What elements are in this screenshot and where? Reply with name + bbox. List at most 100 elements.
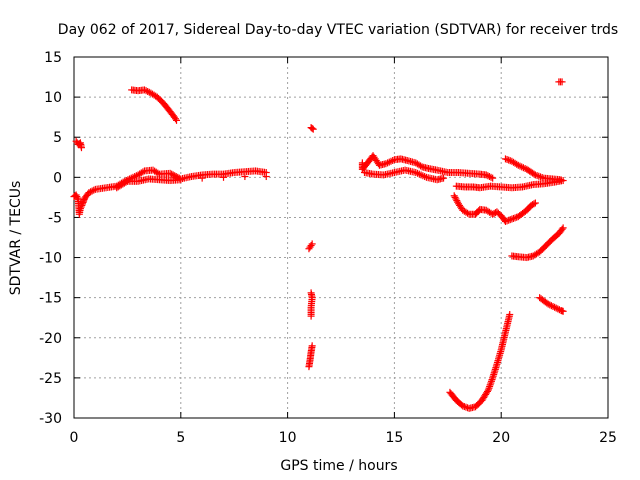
data-point bbox=[452, 195, 460, 203]
plot-frame bbox=[73, 56, 609, 419]
data-point bbox=[487, 377, 495, 385]
data-point bbox=[90, 186, 98, 194]
data-point bbox=[508, 215, 516, 223]
data-point bbox=[440, 174, 448, 182]
y-tick-label: -5 bbox=[48, 210, 62, 226]
data-point bbox=[389, 156, 397, 164]
data-point bbox=[518, 163, 526, 171]
data-point bbox=[558, 78, 566, 86]
data-point bbox=[451, 193, 459, 201]
x-tick-label: 25 bbox=[599, 430, 617, 446]
data-point bbox=[171, 115, 179, 123]
grid bbox=[74, 57, 608, 418]
data-point bbox=[506, 157, 514, 165]
data-point bbox=[484, 386, 492, 394]
data-point bbox=[535, 172, 543, 180]
data-point bbox=[309, 125, 317, 133]
data-point bbox=[308, 342, 316, 350]
data-point bbox=[519, 164, 527, 172]
data-point bbox=[538, 173, 546, 181]
data-point bbox=[482, 171, 490, 179]
data-point bbox=[241, 173, 249, 181]
y-tick-label: 0 bbox=[53, 170, 62, 186]
data-point bbox=[506, 311, 514, 319]
data-point bbox=[514, 161, 522, 169]
data-point bbox=[142, 87, 150, 95]
data-point bbox=[77, 144, 85, 152]
data-point bbox=[168, 170, 176, 178]
data-point bbox=[544, 300, 552, 308]
data-point bbox=[453, 197, 461, 205]
data-point bbox=[417, 162, 425, 170]
x-axis-label: GPS time / hours bbox=[280, 458, 397, 474]
data-point bbox=[484, 172, 492, 180]
data-point bbox=[511, 214, 519, 222]
data-point bbox=[171, 172, 179, 180]
data-point bbox=[547, 302, 555, 310]
data-point bbox=[382, 160, 390, 168]
data-point bbox=[88, 187, 96, 195]
data-point bbox=[140, 86, 148, 94]
data-point bbox=[78, 201, 86, 209]
data-point bbox=[485, 173, 493, 181]
data-point bbox=[533, 172, 541, 180]
data-point bbox=[487, 379, 495, 387]
data-point bbox=[531, 199, 539, 207]
y-tick-label: 15 bbox=[44, 50, 62, 66]
y-axis-label: SDTVAR / TECUs bbox=[8, 181, 24, 296]
data-point bbox=[503, 155, 511, 163]
y-tick-label: -25 bbox=[39, 371, 62, 387]
data-point bbox=[505, 216, 513, 224]
data-point bbox=[384, 159, 392, 167]
data-point bbox=[387, 157, 395, 165]
data-point bbox=[308, 240, 316, 248]
axis-ticks: 0 5 10 15 20 25 -30 -25 -20 -15 -10 -5 0 5 10 15 bbox=[39, 50, 617, 446]
data-point bbox=[72, 191, 80, 199]
y-tick-label: -10 bbox=[39, 251, 62, 267]
data-point bbox=[464, 209, 472, 217]
data-point bbox=[173, 116, 181, 124]
data-point bbox=[85, 189, 93, 197]
data-point bbox=[307, 312, 315, 320]
data-point bbox=[558, 225, 566, 233]
y-tick-label: -15 bbox=[39, 291, 62, 307]
data-point bbox=[76, 205, 84, 213]
data-point bbox=[122, 178, 130, 186]
data-point bbox=[559, 224, 567, 232]
data-point bbox=[462, 403, 470, 411]
data-point bbox=[549, 302, 557, 310]
y-tick-label: -20 bbox=[39, 331, 62, 347]
data-point bbox=[139, 168, 147, 176]
data-point bbox=[516, 162, 524, 170]
data-point bbox=[307, 242, 315, 250]
data-point bbox=[483, 387, 491, 395]
data-point bbox=[262, 173, 270, 181]
x-tick-label: 20 bbox=[492, 430, 510, 446]
data-point bbox=[177, 176, 185, 184]
data-point bbox=[530, 170, 538, 178]
data-point bbox=[74, 194, 82, 202]
data-point bbox=[537, 173, 545, 181]
chart-title: Day 062 of 2017, Sidereal Day-to-day VTE… bbox=[58, 22, 618, 38]
x-tick-label: 10 bbox=[279, 430, 297, 446]
x-tick-label: 0 bbox=[70, 430, 79, 446]
data-point bbox=[166, 169, 174, 177]
x-tick-label: 5 bbox=[176, 430, 185, 446]
data-point bbox=[487, 173, 495, 181]
data-point bbox=[385, 158, 393, 166]
data-point bbox=[501, 155, 509, 163]
data-point bbox=[551, 303, 559, 311]
y-tick-label: 10 bbox=[44, 90, 62, 106]
data-point bbox=[144, 87, 152, 95]
data-point bbox=[486, 381, 494, 389]
x-tick-label: 15 bbox=[385, 430, 403, 446]
data-point bbox=[531, 171, 539, 179]
data-point bbox=[554, 305, 562, 313]
data-point bbox=[459, 402, 467, 410]
data-point bbox=[503, 217, 511, 225]
data-point bbox=[552, 304, 560, 312]
data-point bbox=[489, 174, 497, 182]
data-point bbox=[501, 217, 509, 225]
data-point bbox=[87, 188, 95, 196]
